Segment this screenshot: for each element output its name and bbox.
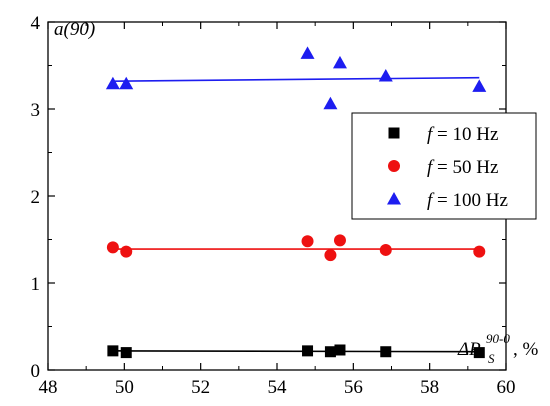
data-point [107,345,119,357]
data-point [119,76,134,90]
fit-line [112,350,480,353]
y-tick-label: 0 [31,361,41,382]
legend: f = 10 Hz f = 50 Hz f = 100 Hz [351,112,537,220]
data-point [334,344,346,356]
data-point [378,68,393,82]
data-point [332,55,347,69]
x-tick-label: 60 [497,377,516,398]
fit-lines [112,76,480,353]
data-point [105,76,120,90]
data-point [379,243,392,256]
data-point [300,46,315,59]
data-point [120,347,132,359]
data-point [380,346,392,358]
y-tick-label: 4 [31,13,41,34]
data-point [302,345,314,357]
data-point [324,346,336,358]
x-tick-label: 48 [39,377,58,398]
data-point [323,96,338,110]
x-tick-label: 58 [420,377,439,398]
data-point [333,234,346,247]
legend-label: f = 10 Hz [427,124,498,145]
x-axis-label-superscript: 90-0 [486,331,510,346]
x-axis-label-main: ΔP [457,339,481,360]
legend-label: f = 100 Hz [427,190,508,211]
data-point [324,249,337,262]
data-point [120,245,133,258]
x-axis-label: ΔP 90-0 S , % [457,331,539,366]
data-points [105,46,487,359]
legend-box [351,112,537,220]
x-axis-label-unit: , % [513,339,539,360]
legend-marker [388,127,400,139]
data-point [473,347,485,359]
legend-marker [387,192,401,205]
tick-labels: 48 50 52 54 56 58 60 0 1 2 3 4 [31,13,516,398]
data-point [472,79,487,92]
data-point [301,235,314,248]
x-tick-label: 50 [115,377,134,398]
x-tick-label: 52 [191,377,210,398]
legend-label: f = 50 Hz [427,157,498,178]
data-point [473,245,486,258]
x-tick-label: 54 [268,377,288,398]
fit-line [112,76,480,82]
y-tick-label: 1 [31,274,41,295]
data-point [106,241,119,254]
x-axis-label-subscript: S [488,351,495,366]
legend-marker [388,160,400,172]
y-axis-label: a(90) [54,19,95,40]
y-tick-label: 2 [31,187,41,208]
y-tick-label: 3 [31,100,41,121]
x-tick-label: 56 [344,377,363,398]
